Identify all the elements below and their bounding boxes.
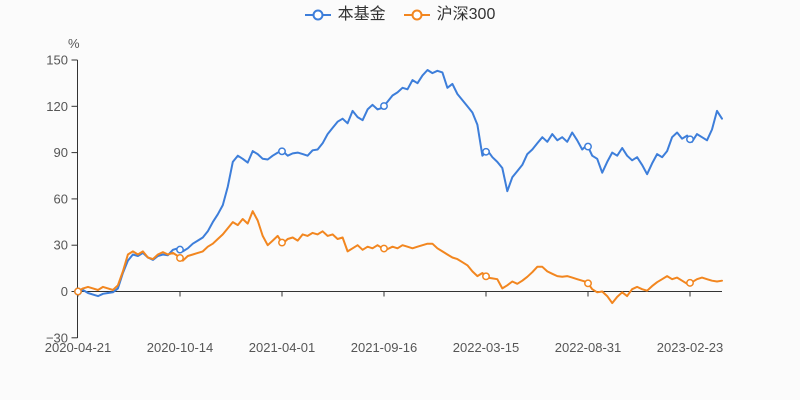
series-marker-0: [278, 147, 286, 156]
x-axis-tick-label: 2021-04-01: [249, 340, 316, 355]
series-marker-1: [686, 278, 694, 287]
y-axis-tick-label: 150: [46, 53, 68, 68]
series-marker-1: [380, 244, 388, 253]
x-axis-tick-label: 2023-02-23: [657, 340, 724, 355]
series-marker-0: [584, 142, 592, 151]
legend-label-csi300: 沪深300: [436, 6, 496, 23]
x-axis-tick-label: 2022-03-15: [453, 340, 520, 355]
series-line-0: [77, 69, 723, 298]
csi300-line-circle-marker-icon: [403, 9, 430, 21]
series-line-1: [77, 210, 723, 305]
legend-label-fund: 本基金: [337, 6, 386, 23]
series-marker-0: [176, 245, 184, 254]
x-axis-tick-label: 2020-04-21: [45, 340, 112, 355]
series-marker-1: [584, 279, 592, 288]
series-marker-1: [176, 254, 184, 262]
y-axis-tick-label: 30: [54, 238, 68, 253]
fund-line-circle-marker-icon: [304, 9, 331, 21]
chart-legend: 本基金 沪深300: [0, 5, 800, 25]
y-axis-unit-label: %: [68, 36, 80, 51]
legend-item-csi300[interactable]: 沪深300: [403, 5, 496, 25]
series-marker-1: [74, 287, 82, 296]
x-axis-tick-label: 2021-09-16: [351, 340, 418, 355]
x-axis-tick-label: 2022-08-31: [555, 340, 622, 355]
y-axis-tick-label: 0: [61, 284, 68, 299]
series-marker-1: [482, 272, 490, 281]
y-axis-tick-label: 90: [54, 145, 68, 160]
series-marker-0: [380, 102, 388, 110]
series-marker-1: [278, 238, 286, 247]
y-axis-tick-label: −30: [46, 330, 68, 345]
legend-item-fund[interactable]: 本基金: [304, 5, 386, 25]
series-marker-0: [686, 135, 694, 144]
y-axis-tick-label: 120: [46, 99, 68, 114]
y-axis-tick-label: 60: [54, 191, 68, 206]
x-axis-tick-label: 2020-10-14: [147, 340, 214, 355]
series-marker-0: [482, 147, 490, 156]
